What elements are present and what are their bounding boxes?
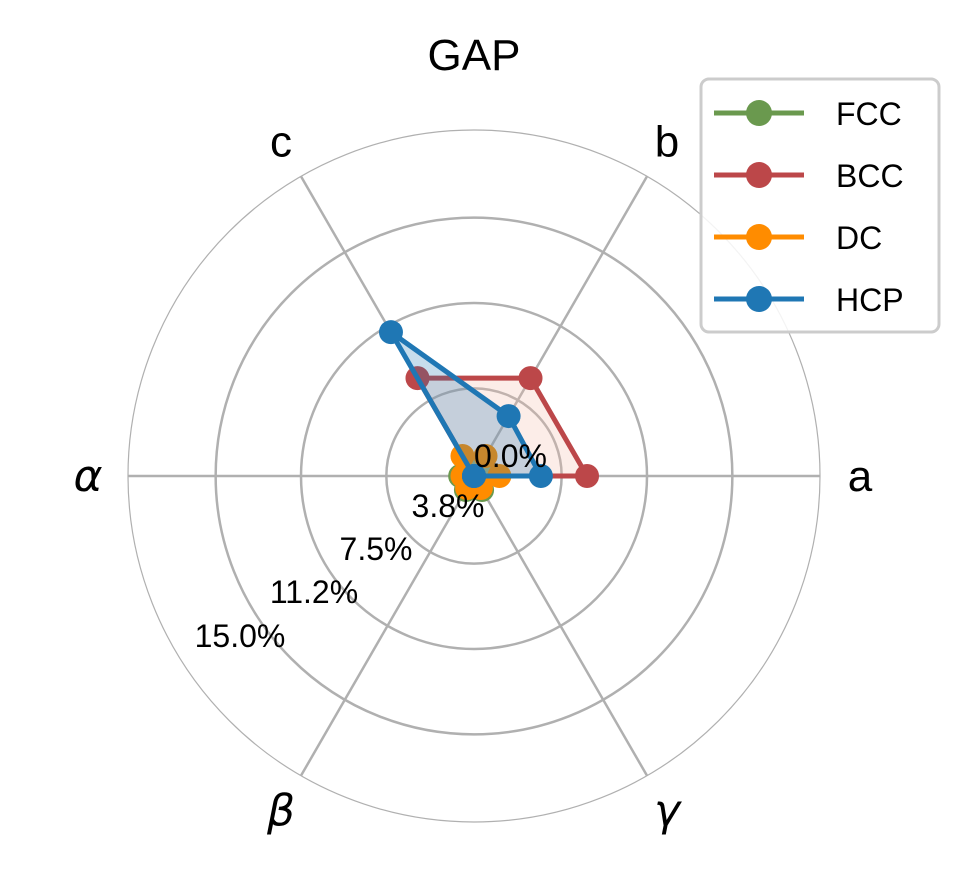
legend-marker bbox=[746, 100, 772, 126]
data-point bbox=[462, 464, 486, 488]
axis-label: c bbox=[270, 118, 292, 167]
axis-label: b bbox=[655, 118, 679, 167]
legend-marker bbox=[746, 162, 772, 188]
legend-item-fcc: FCC bbox=[714, 96, 902, 132]
r-tick-label: 11.2% bbox=[270, 574, 358, 610]
legend-item-dc: DC bbox=[714, 220, 882, 256]
axis-labels: a b c α β γ bbox=[73, 118, 872, 837]
data-point bbox=[378, 320, 403, 345]
data-point bbox=[496, 404, 521, 429]
legend-item-bcc: BCC bbox=[714, 158, 904, 194]
legend: FCC BCC DC HCP bbox=[699, 77, 941, 334]
series-hcp bbox=[378, 320, 553, 488]
data-point bbox=[575, 464, 600, 488]
data-series bbox=[378, 320, 600, 502]
legend-label: DC bbox=[836, 220, 882, 256]
data-point bbox=[518, 366, 543, 391]
legend-label: BCC bbox=[836, 158, 904, 194]
legend-frame bbox=[699, 77, 941, 334]
radial-tick-labels: 0.0% 3.8% 7.5% 11.2% 15.0% bbox=[195, 438, 547, 654]
r-tick-label: 15.0% bbox=[195, 618, 286, 654]
data-point bbox=[528, 464, 553, 488]
data-point bbox=[473, 444, 498, 469]
grid-spoke bbox=[472, 475, 649, 777]
legend-marker bbox=[746, 286, 772, 312]
legend-marker bbox=[746, 224, 772, 250]
legend-item-hcp: HCP bbox=[714, 282, 904, 318]
axis-label: a bbox=[848, 452, 873, 501]
axis-label: α bbox=[73, 451, 102, 502]
legend-label: FCC bbox=[836, 96, 902, 132]
chart-title: GAP bbox=[428, 31, 521, 80]
r-tick-label: 7.5% bbox=[340, 531, 413, 567]
axis-label: β bbox=[266, 785, 295, 836]
grid-spoke bbox=[299, 475, 476, 777]
axis-label: γ bbox=[654, 785, 682, 836]
r-tick-label: 3.8% bbox=[412, 488, 485, 524]
r-tick-label: 0.0% bbox=[474, 438, 547, 474]
legend-label: HCP bbox=[836, 282, 904, 318]
